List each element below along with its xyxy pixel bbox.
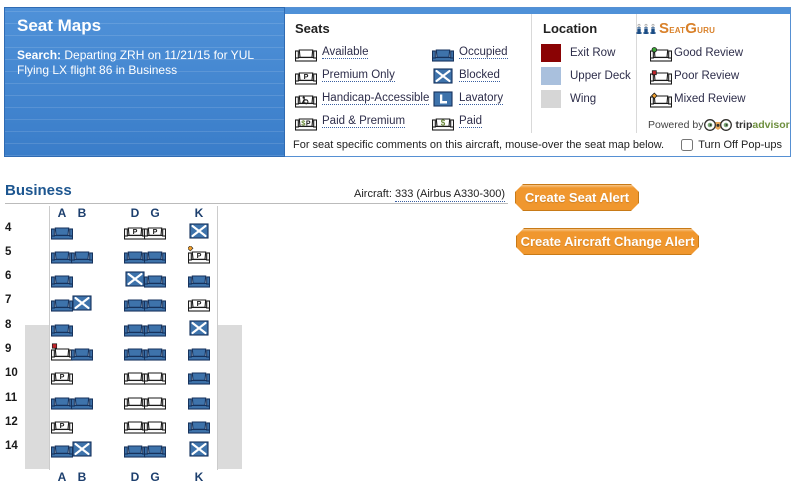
svg-text:P: P xyxy=(306,120,311,127)
svg-text:$: $ xyxy=(441,118,446,127)
svg-text:P: P xyxy=(304,72,309,81)
